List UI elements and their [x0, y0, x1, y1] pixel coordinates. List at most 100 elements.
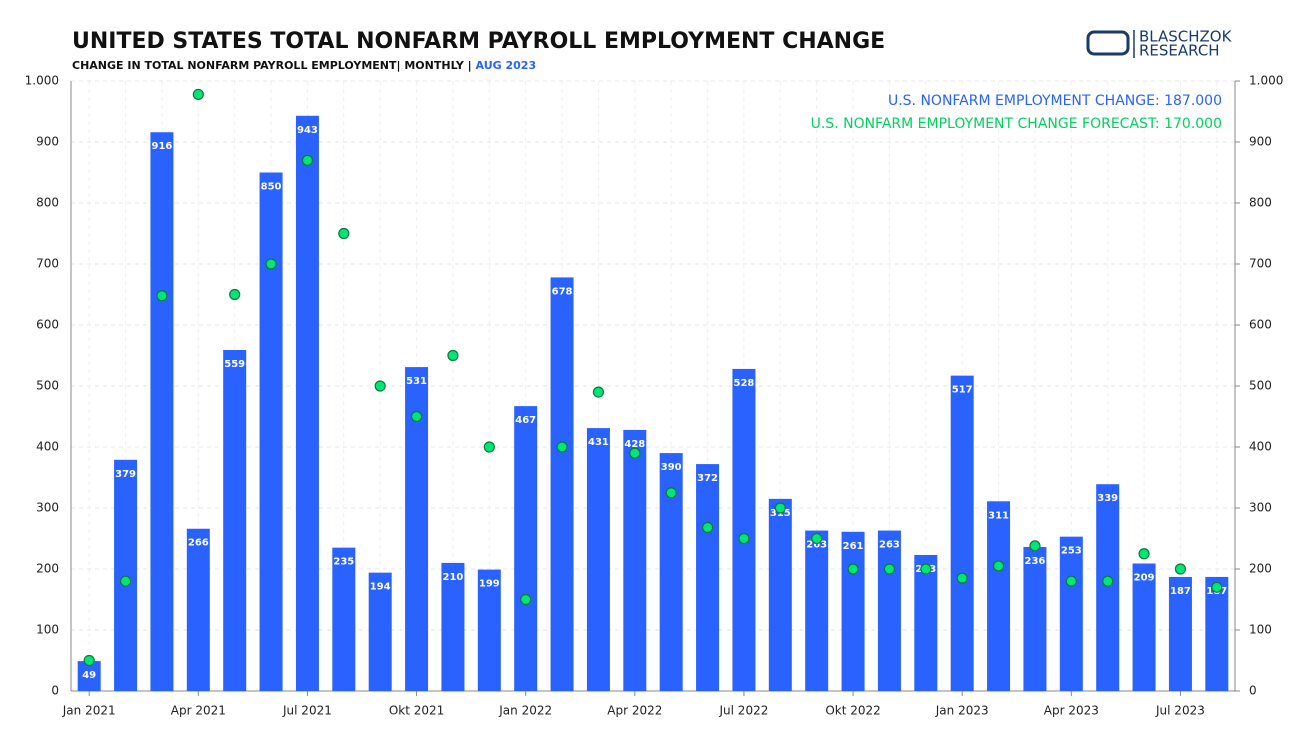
y-tick-label: 1.000	[25, 74, 59, 88]
forecast-dot	[774, 502, 786, 514]
data-label: 372	[697, 473, 718, 484]
bar	[332, 547, 356, 691]
y2-tick-label: 1.000	[1249, 74, 1283, 88]
bar	[186, 528, 210, 691]
data-label: 678	[552, 286, 573, 297]
y-tick-label: 400	[36, 440, 59, 454]
bar	[768, 498, 792, 691]
forecast-dot	[301, 154, 314, 166]
data-label: 187	[1170, 586, 1191, 597]
logo-icon	[1086, 30, 1130, 56]
bar	[1132, 563, 1156, 691]
logo-text: RESEARCH	[1139, 42, 1220, 60]
bar	[368, 572, 392, 691]
bar	[950, 375, 974, 691]
legend-entry: U.S. NONFARM EMPLOYMENT CHANGE: 187.000	[888, 93, 1222, 109]
x-tick-label: Okt 2022	[825, 704, 880, 718]
bar	[150, 132, 174, 692]
x-tick-label: Jan 2023	[935, 704, 989, 718]
forecast-dot	[1029, 540, 1041, 552]
forecast-dot	[483, 441, 495, 453]
bar	[259, 172, 283, 691]
forecast-dot	[1174, 563, 1187, 575]
y-tick-label: 200	[36, 562, 59, 576]
x-tick-label: Apr 2021	[171, 704, 226, 718]
forecast-dot	[992, 560, 1005, 572]
forecast-dot	[447, 349, 459, 362]
data-label: 261	[843, 541, 864, 552]
data-label: 431	[588, 437, 609, 448]
data-label: 559	[224, 359, 245, 370]
bar	[659, 453, 683, 691]
forecast-dot	[556, 441, 568, 453]
bar	[841, 531, 865, 691]
data-label: 199	[479, 579, 500, 590]
bar	[1168, 576, 1192, 691]
bar	[514, 406, 538, 691]
forecast-dot	[665, 487, 677, 499]
y2-tick-label: 800	[1249, 196, 1272, 210]
bar	[623, 429, 647, 691]
subtitle-date: AUG 2023	[476, 59, 537, 72]
y2-tick-label: 0	[1249, 684, 1257, 698]
data-label: 916	[152, 141, 173, 152]
data-label: 943	[297, 125, 318, 136]
bar	[877, 530, 901, 691]
chart-title: UNITED STATES TOTAL NONFARM PAYROLL EMPL…	[72, 29, 885, 54]
y2-tick-label: 900	[1249, 135, 1272, 149]
data-label: 266	[188, 538, 209, 549]
bar	[696, 464, 720, 691]
y2-tick-label: 400	[1249, 440, 1272, 454]
data-label: 49	[82, 670, 96, 681]
data-label: 517	[952, 385, 973, 396]
forecast-dot	[229, 288, 241, 301]
y2-tick-label: 200	[1249, 562, 1272, 576]
bar	[441, 562, 465, 691]
data-label: 311	[988, 510, 1009, 521]
y2-tick-label: 500	[1249, 379, 1272, 393]
data-label: 235	[333, 557, 354, 568]
x-tick-label: Apr 2023	[1044, 704, 1099, 718]
data-label: 428	[624, 439, 645, 450]
forecast-dot	[374, 380, 386, 392]
bar	[77, 661, 101, 691]
forecast-dot	[738, 532, 750, 545]
data-label: 263	[879, 540, 900, 551]
logo: BLASCHZOK RESEARCH	[1086, 28, 1233, 60]
forecast-dot	[1102, 575, 1114, 587]
bar	[987, 501, 1011, 691]
y2-tick-label: 300	[1249, 501, 1272, 515]
x-tick-label: Jul 2022	[719, 704, 769, 718]
data-label: 339	[1097, 493, 1118, 504]
data-label: 210	[443, 572, 464, 583]
chart-subtitle: CHANGE IN TOTAL NONFARM PAYROLL EMPLOYME…	[72, 59, 536, 72]
forecast-dot	[156, 290, 168, 302]
forecast-dot	[956, 572, 968, 584]
legend-entry: U.S. NONFARM EMPLOYMENT CHANGE FORECAST:…	[811, 116, 1222, 132]
y-tick-label: 500	[36, 379, 59, 393]
forecast-dot	[811, 532, 823, 545]
data-label: 531	[406, 376, 427, 387]
y-tick-label: 300	[36, 501, 59, 515]
y2-tick-label: 600	[1249, 318, 1272, 332]
bar	[114, 459, 138, 691]
forecast-dot	[192, 88, 204, 101]
data-label: 263	[806, 540, 827, 551]
forecast-dot	[1065, 575, 1077, 587]
subtitle: CHANGE IN TOTAL NONFARM PAYROLL EMPLOYME…	[72, 59, 476, 72]
data-label: 379	[115, 469, 136, 480]
y-tick-label: 900	[36, 135, 59, 149]
forecast-dot	[265, 258, 277, 270]
y-tick-label: 800	[36, 196, 59, 210]
y-tick-label: 0	[51, 684, 59, 698]
logo-text: BLASCHZOK	[1139, 28, 1233, 46]
bar	[1023, 547, 1047, 691]
y2-tick-label: 100	[1249, 623, 1272, 637]
y-tick-label: 100	[36, 623, 59, 637]
bar	[914, 554, 938, 691]
bar	[223, 350, 247, 691]
forecast-dot	[883, 563, 896, 575]
forecast-dot	[847, 563, 859, 575]
forecast-dot	[1138, 548, 1150, 560]
